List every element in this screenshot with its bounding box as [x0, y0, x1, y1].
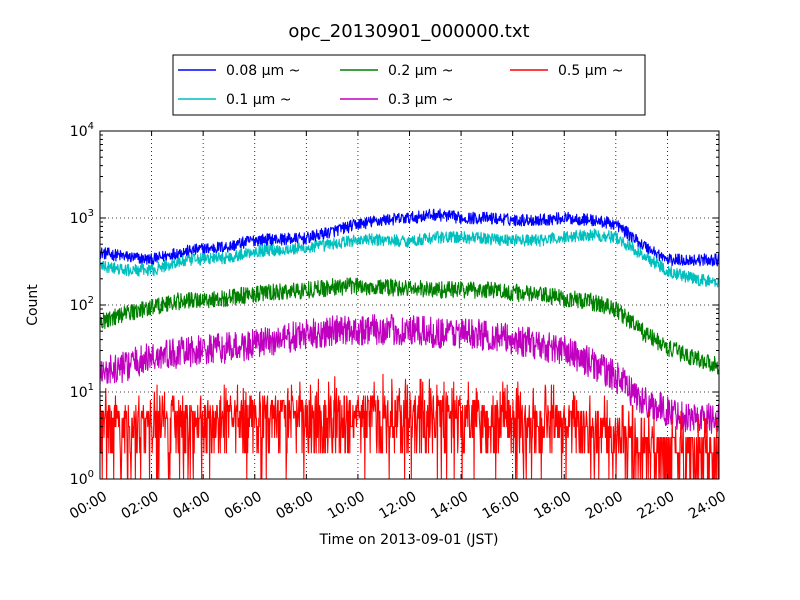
x-tick-label: 22:00	[634, 489, 677, 523]
legend-label: 0.3 μm ~	[388, 92, 453, 108]
series-line	[100, 373, 719, 479]
x-tick-label: 20:00	[583, 489, 626, 523]
legend: 0.08 μm ~ 0.1 μm ~ 0.2 μm ~ 0.3 μm ~ 0.5 μm …	[172, 54, 646, 116]
x-tick-label: 02:00	[119, 489, 162, 523]
series-line	[100, 314, 719, 434]
x-tick-label: 16:00	[480, 489, 523, 523]
y-axis-label: Count	[25, 284, 41, 326]
y-tick-label: 100	[70, 469, 94, 488]
x-tick-label: 10:00	[325, 489, 368, 523]
series-line	[100, 277, 719, 375]
x-tick-label: 06:00	[222, 489, 265, 523]
y-tick-label: 104	[70, 121, 94, 140]
y-tick-label: 103	[70, 208, 94, 227]
series-line	[100, 208, 719, 267]
x-tick-label: 18:00	[531, 489, 574, 523]
x-tick-label: 08:00	[273, 489, 316, 523]
x-tick-label: 24:00	[686, 489, 729, 523]
x-tick-label: 14:00	[428, 489, 471, 523]
y-axis-ticks: 100 101 102 103 104	[70, 121, 719, 488]
series-group	[100, 208, 719, 479]
y-tick-label: 101	[70, 382, 94, 401]
x-axis-label: Time on 2013-09-01 (JST)	[319, 532, 499, 548]
x-tick-label: 04:00	[170, 489, 213, 523]
series-line	[100, 228, 719, 288]
chart-title: opc_20130901_000000.txt	[288, 21, 529, 42]
legend-box	[172, 54, 646, 116]
x-tick-label: 00:00	[67, 489, 110, 523]
legend-label: 0.08 μm ~	[226, 63, 300, 79]
legend-label: 0.2 μm ~	[388, 63, 453, 79]
legend-label: 0.1 μm ~	[226, 92, 291, 108]
legend-label: 0.5 μm ~	[558, 63, 623, 79]
x-tick-label: 12:00	[377, 489, 420, 523]
y-tick-label: 102	[70, 295, 94, 314]
